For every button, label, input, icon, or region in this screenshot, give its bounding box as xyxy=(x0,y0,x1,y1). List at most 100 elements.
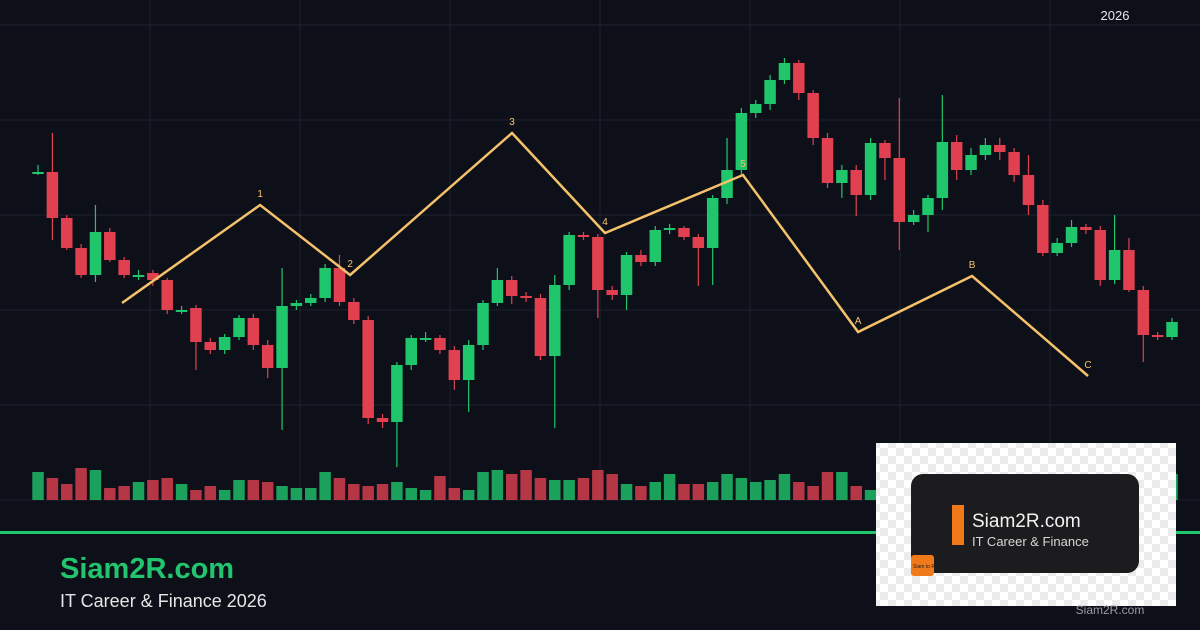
candle-body xyxy=(89,232,102,275)
candle-body xyxy=(1166,322,1178,337)
volume-bar xyxy=(462,490,475,500)
candle-body xyxy=(606,290,618,295)
candle-body xyxy=(807,93,819,138)
logo-badge-text: Siam to Rich xyxy=(913,564,942,570)
footer-tagline: IT Career & Finance 2026 xyxy=(60,591,267,611)
candle-body xyxy=(1065,227,1078,243)
volume-bar xyxy=(778,474,791,500)
candle-body xyxy=(1008,152,1020,175)
volume-bar xyxy=(793,482,805,500)
candle-body xyxy=(261,345,274,368)
volume-bar xyxy=(276,486,288,500)
candle-body xyxy=(462,345,475,380)
volume-bar xyxy=(663,474,676,500)
volume-bar xyxy=(491,470,504,500)
wave-label: 2 xyxy=(347,259,353,270)
candle-body xyxy=(419,338,432,340)
candle-body xyxy=(563,235,575,285)
candle-body xyxy=(477,303,489,345)
candle-body xyxy=(1108,250,1121,280)
wave-label: C xyxy=(1084,360,1091,371)
candle-body xyxy=(907,215,920,222)
volume-bar xyxy=(577,478,590,500)
logo: Siam2R.com IT Career & Finance Siam to R… xyxy=(876,443,1176,617)
volume-bar xyxy=(104,488,116,500)
candle-body xyxy=(175,310,188,312)
volume-bar xyxy=(175,484,188,500)
divider xyxy=(0,531,1200,534)
candle-body xyxy=(505,280,518,296)
candle-body xyxy=(1022,175,1035,205)
wave-label: 3 xyxy=(509,117,515,128)
candle-body xyxy=(620,255,633,295)
volume-bar xyxy=(405,488,417,500)
volume-bar xyxy=(448,488,461,500)
logo-watermark: Siam2R.com xyxy=(1076,603,1145,617)
volume-bar xyxy=(61,484,73,500)
candle-body xyxy=(1123,250,1135,290)
volume-bar xyxy=(233,480,245,500)
candle-body xyxy=(305,298,317,303)
candle-body xyxy=(1094,230,1106,280)
volume-bar xyxy=(204,486,217,500)
volume-bar xyxy=(620,484,633,500)
wave-line xyxy=(121,131,1089,377)
volume-bar xyxy=(32,472,44,500)
candle-body xyxy=(233,318,245,337)
volume-bar xyxy=(635,486,647,500)
candle-body xyxy=(362,320,374,418)
volume-bar xyxy=(391,482,403,500)
volume-bar xyxy=(678,484,690,500)
candle-body xyxy=(649,230,662,262)
candle-body xyxy=(61,218,73,248)
volume-bar xyxy=(147,480,159,500)
candle-body xyxy=(879,143,891,158)
volume-bar xyxy=(161,478,173,500)
candle-body xyxy=(850,170,862,195)
candle-body xyxy=(434,338,446,350)
footer-brand: Siam2R.com xyxy=(60,553,234,585)
volume-bar xyxy=(735,478,748,500)
volume-bar xyxy=(721,474,733,500)
volume-bar xyxy=(649,482,662,500)
volume-bar xyxy=(434,476,446,500)
volume-bar xyxy=(836,472,848,500)
volume-bar xyxy=(348,484,360,500)
candle-body xyxy=(161,280,173,310)
volume-bar xyxy=(750,482,762,500)
candle-body xyxy=(276,306,288,368)
candle-body xyxy=(348,302,360,320)
volume-bar xyxy=(563,480,575,500)
candle-body xyxy=(290,303,303,306)
volume-bar xyxy=(376,484,389,500)
volume-bar xyxy=(592,470,604,500)
candle-body xyxy=(147,273,159,280)
candle-body xyxy=(520,296,532,298)
candle-body xyxy=(75,248,87,275)
candle-body xyxy=(635,255,647,262)
volume-bar xyxy=(261,482,274,500)
candle-body xyxy=(577,235,590,237)
logo-tagline: IT Career & Finance xyxy=(972,534,1089,549)
candle-body xyxy=(592,237,604,290)
candle-body xyxy=(893,158,906,222)
candle-body xyxy=(735,113,748,170)
candle-body xyxy=(549,285,561,356)
candle-body xyxy=(864,143,877,195)
candle-body xyxy=(936,142,949,198)
volume-bar xyxy=(218,490,231,500)
volume-bar xyxy=(75,468,87,500)
volume-bar xyxy=(706,482,719,500)
candle-body xyxy=(1137,290,1150,335)
volume-bar xyxy=(46,478,59,500)
candle-body xyxy=(965,155,977,170)
wave-label: B xyxy=(969,260,976,271)
candle-body xyxy=(132,275,145,277)
wave-label: A xyxy=(855,316,862,327)
volume-bar xyxy=(89,470,102,500)
candle-body xyxy=(706,198,719,248)
candle-body xyxy=(247,318,260,345)
volume-bar xyxy=(864,490,877,500)
candle-body xyxy=(1080,227,1092,230)
candle-body xyxy=(534,298,547,356)
